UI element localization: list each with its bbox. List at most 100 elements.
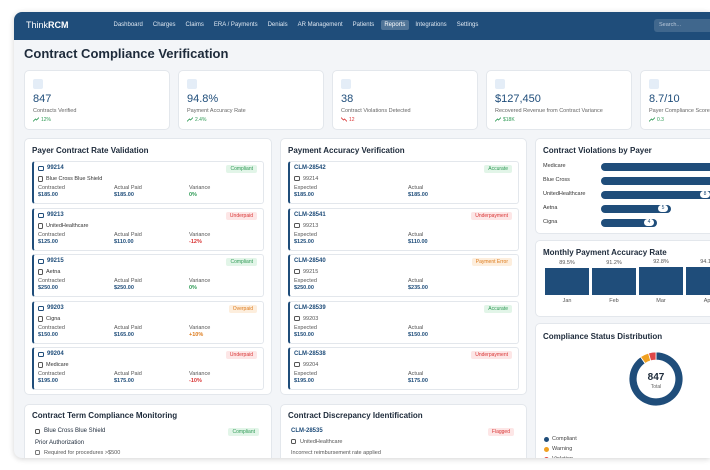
variance-value: 0%	[189, 192, 197, 198]
actual-label: Actual	[408, 278, 424, 284]
actual-value: $185.00	[114, 192, 134, 198]
discrepancy-panel: Contract Discrepancy Identification CLM-2…	[280, 404, 527, 458]
search-box[interactable]: Search...	[654, 19, 710, 32]
status-badge: Accurate	[484, 304, 512, 313]
bar	[639, 267, 683, 295]
rate-item: 99213 Underpaid UnitedHealthcare Contracted…	[32, 207, 264, 251]
status-badge: Compliant	[226, 165, 257, 173]
icon	[38, 269, 43, 275]
month-label: Mar	[656, 298, 666, 304]
donut-chart	[628, 351, 684, 407]
legend-label: Violation	[552, 456, 573, 458]
bar-value: 8	[700, 191, 710, 198]
discrepancy-detail: Incorrect reimbursement rate applied	[291, 450, 381, 456]
trend-arrow	[495, 117, 501, 122]
actual-value: $250.00	[114, 285, 134, 291]
nav-item[interactable]: ERA / Payments	[213, 22, 258, 28]
panel-title: Compliance Status Distribution	[543, 332, 663, 341]
arrow	[495, 117, 501, 122]
monthly-accuracy-panel: Monthly Payment Accuracy Rate 89.5% Jan 91.…	[535, 240, 710, 317]
nav-item[interactable]: Denials	[267, 22, 288, 28]
variance-value: 0%	[189, 285, 197, 291]
nav-item[interactable]: Claims	[185, 22, 204, 28]
payer-label: Medicare	[543, 163, 566, 169]
nav-item[interactable]: Settings	[456, 22, 479, 28]
legend-dot	[544, 437, 549, 442]
actual-label: Actual Paid	[114, 231, 142, 238]
payer-label: Cigna	[543, 219, 558, 225]
kpi-card: $127,450 Recovered Revenue from Contract …	[486, 70, 632, 130]
status-badge: Payment Error	[471, 258, 512, 266]
bar-value: 94.1%	[700, 258, 710, 265]
icon	[294, 176, 300, 181]
payer: UnitedHealthcare	[46, 222, 89, 229]
payer: Medicare	[46, 362, 69, 368]
kpi-label: Payer Compliance Score	[649, 108, 710, 114]
nav-item[interactable]: Patients	[352, 22, 375, 28]
cpt-code: 99214	[303, 176, 319, 182]
cpt-code: 99213	[303, 222, 319, 229]
kpi-card: 38 Contract Violations Detected 12	[332, 70, 478, 130]
kpi-label: Contracts Verified	[33, 108, 77, 114]
kpi-icon	[33, 79, 43, 89]
payment-accuracy-panel: Payment Accuracy Verification CLM-28542 Ac…	[280, 138, 527, 395]
cpt-code: 99215	[47, 258, 64, 264]
status-badge: Flagged	[487, 428, 514, 436]
expected-label: Expected	[294, 185, 317, 191]
actual-value: $150.00	[408, 331, 428, 338]
rate-item: 99204 Underpaid Medicare Contracted $195.00 A…	[32, 347, 264, 390]
donut-total-label: Total	[650, 384, 662, 390]
cpt-code: 99204	[303, 362, 319, 368]
expected-value: $125.00	[294, 238, 314, 245]
status-badge: Underpayment	[471, 211, 512, 220]
bar	[601, 162, 710, 171]
variance-value: -10%	[189, 378, 202, 384]
status-badge: Compliant	[226, 258, 257, 266]
kpi-label: Contract Violations Detected	[341, 108, 411, 114]
expected-value: $150.00	[294, 331, 314, 338]
nav-item[interactable]: Integrations	[415, 22, 447, 28]
actual-value: $165.00	[114, 331, 134, 338]
contracted-label: Contracted	[38, 324, 65, 331]
payment-item: CLM-28540 Payment Error 99215 Expected $250.…	[288, 254, 519, 297]
kpi-icon	[341, 79, 351, 89]
panel-title: Contract Violations by Payer	[543, 146, 652, 155]
legend-label: Compliant	[552, 436, 577, 442]
icon	[38, 352, 44, 357]
icon	[291, 439, 296, 444]
kpi-card: 94.8% Payment Accuracy Rate 2.4%	[178, 70, 324, 130]
kpi-trend: 0.3	[657, 117, 664, 123]
payer-label: UnitedHealthcare	[543, 191, 586, 197]
actual-value: $110.00	[114, 238, 134, 245]
month-label: Apr	[703, 298, 710, 304]
variance-label: Variance	[189, 278, 211, 284]
actual-label: Actual	[408, 231, 424, 238]
nav-item[interactable]: AR Management	[297, 22, 343, 28]
nav-item[interactable]: Charges	[152, 22, 176, 28]
expected-label: Expected	[294, 324, 317, 331]
nav-item[interactable]: Reports	[380, 20, 409, 30]
cpt-code: 99203	[47, 304, 64, 311]
icon	[294, 269, 300, 274]
payer: Cigna	[46, 315, 61, 322]
panel-title: Monthly Payment Accuracy Rate	[543, 248, 667, 257]
status-badge: Compliant	[228, 428, 259, 436]
status-badge: Underpayment	[471, 351, 512, 359]
actual-value: $175.00	[114, 378, 134, 384]
term-detail: Required for procedures >$500	[44, 450, 121, 456]
term-monitoring-panel: Contract Term Compliance Monitoring Blue …	[24, 404, 272, 458]
icon	[294, 222, 300, 228]
nav-item[interactable]: Dashboard	[113, 22, 143, 28]
actual-label: Actual Paid	[114, 371, 142, 377]
expected-value: $195.00	[294, 378, 314, 384]
icon	[38, 362, 43, 368]
contracted-label: Contracted	[38, 371, 65, 377]
cpt-code: 99215	[303, 269, 319, 275]
arrow	[33, 117, 39, 122]
kpi-card: 8.7/10 Payer Compliance Score 0.3	[640, 70, 710, 130]
bar	[592, 267, 636, 295]
payer: Blue Cross Blue Shield	[44, 428, 106, 434]
donut-total: 847	[647, 372, 665, 383]
kpi-value: 8.7/10	[649, 93, 680, 105]
